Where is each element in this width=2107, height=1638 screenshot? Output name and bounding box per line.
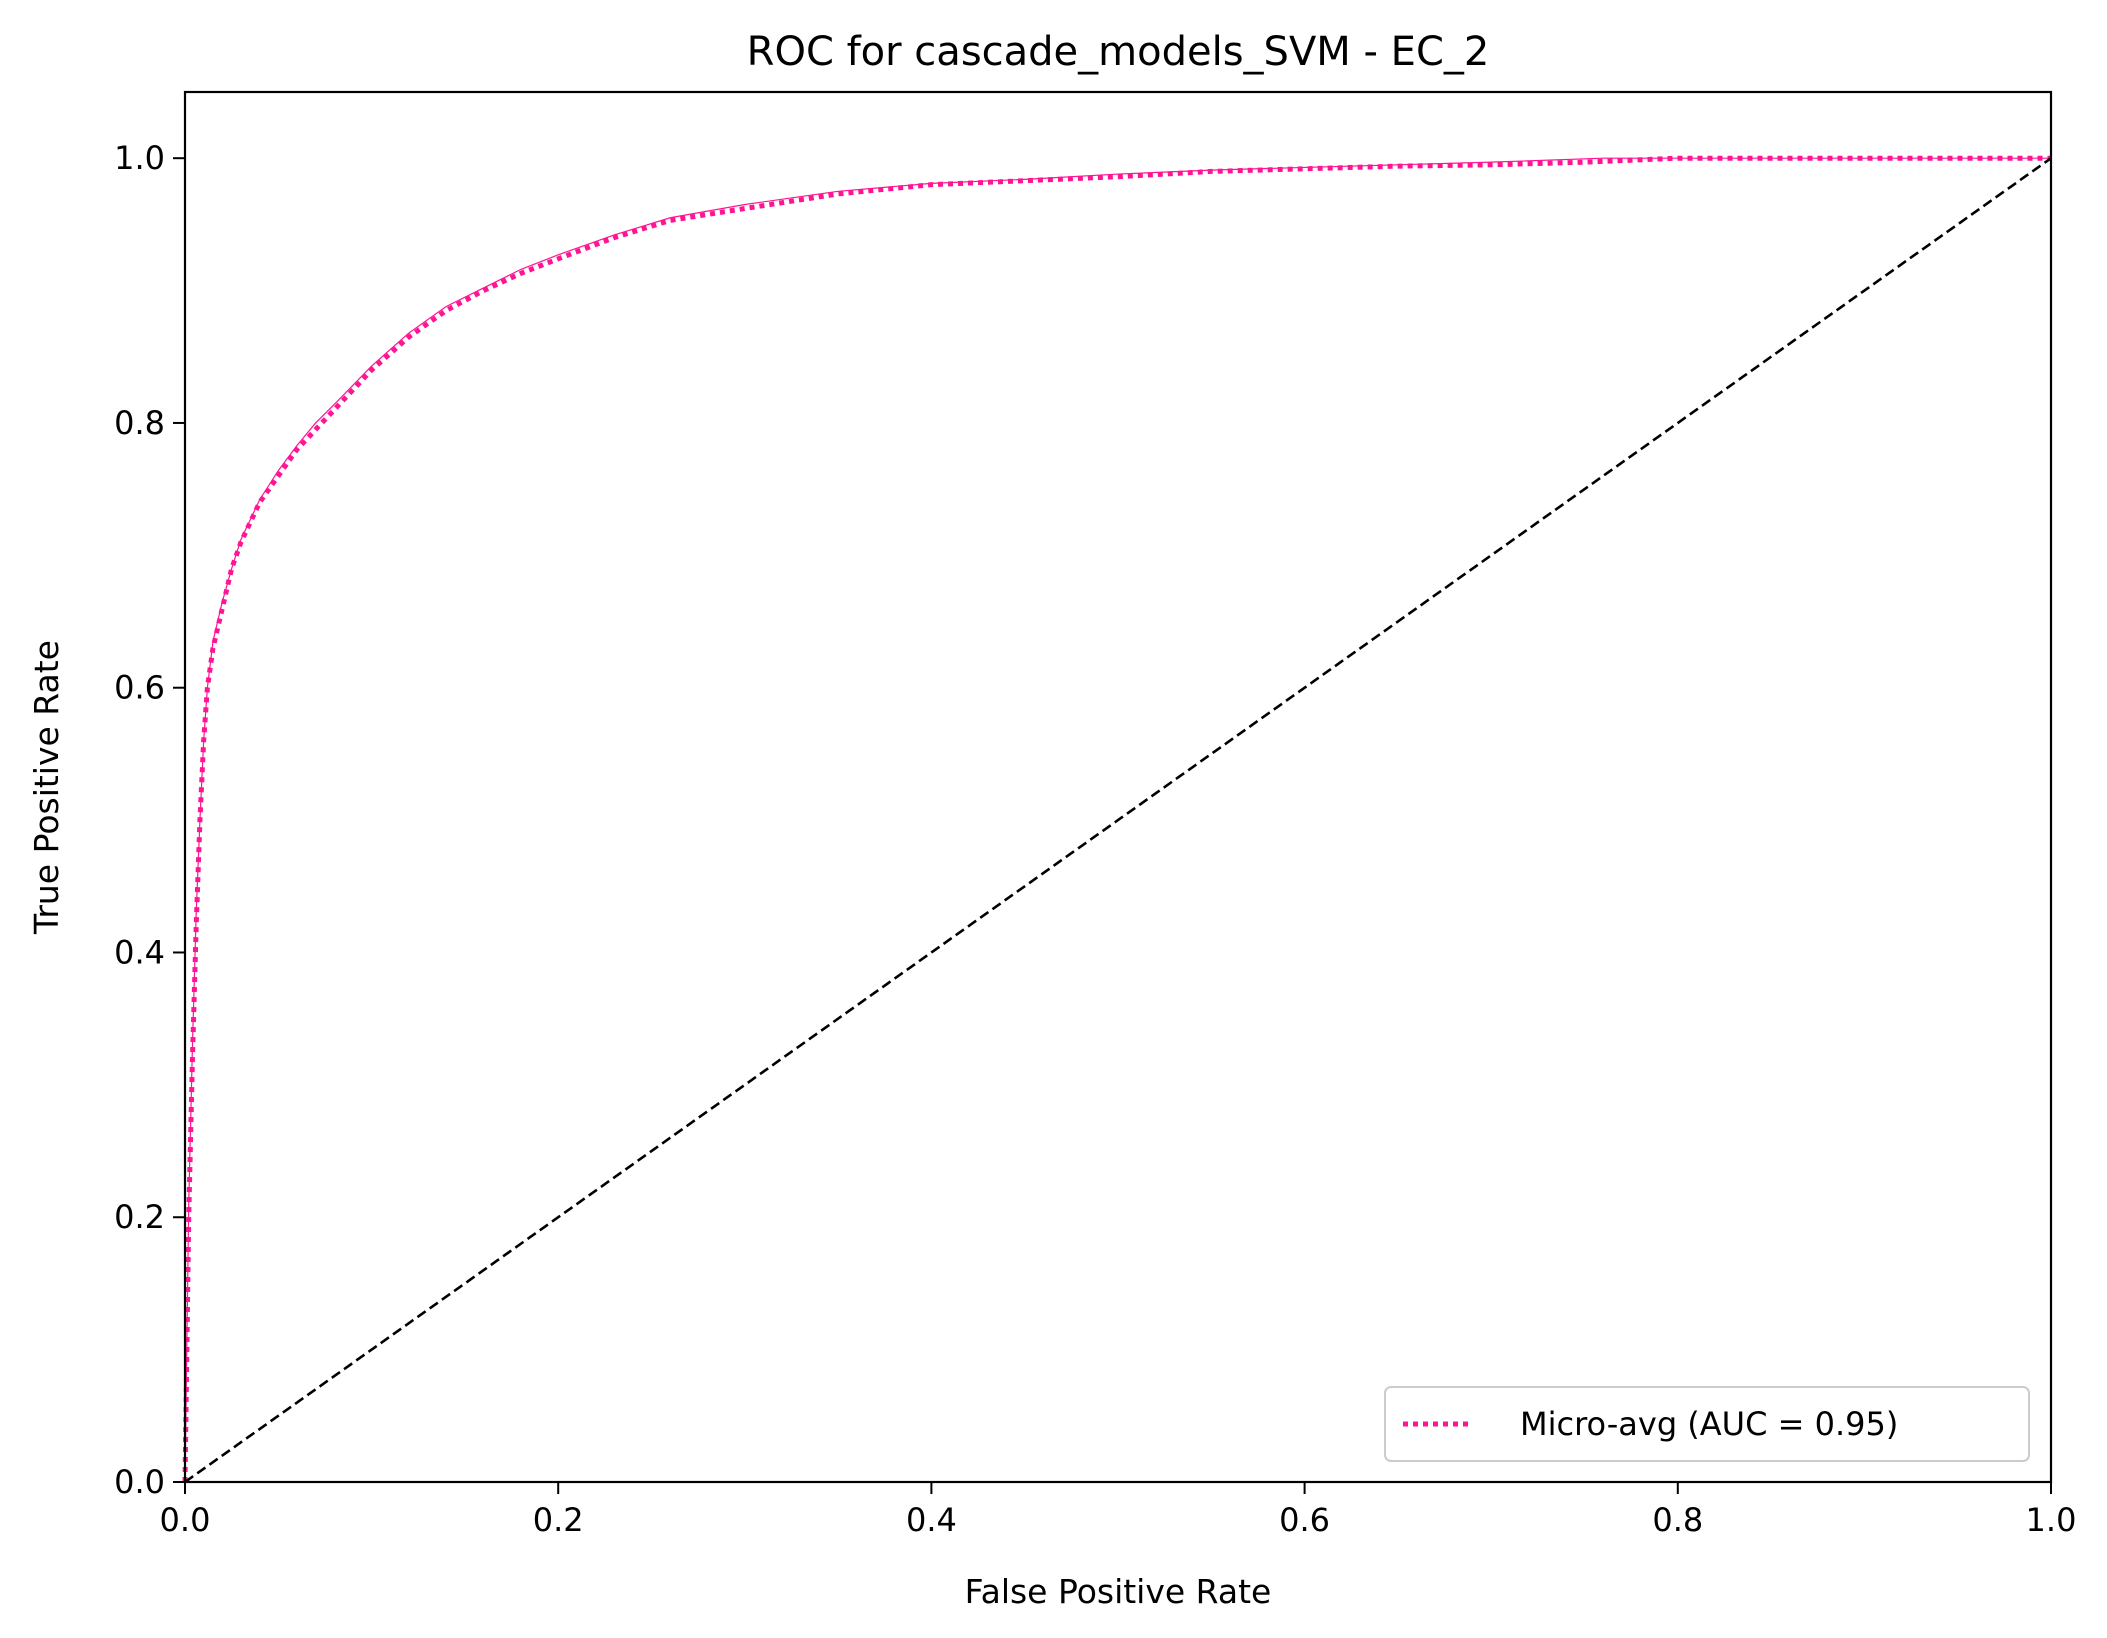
series-line-micro-avg — [182, 155, 2051, 1483]
legend: Micro-avg (AUC = 0.95) — [1384, 1386, 2030, 1462]
y-tick-label: 0.2 — [114, 1198, 165, 1236]
plot-frame — [183, 90, 2053, 1484]
y-tick-label: 0.0 — [114, 1463, 165, 1501]
x-tick-label: 0.8 — [1652, 1501, 1703, 1539]
x-tick-label: 0.2 — [533, 1501, 584, 1539]
chart-title: ROC for cascade_models_SVM - EC_2 — [747, 29, 1490, 75]
x-tick-label: 1.0 — [2026, 1501, 2077, 1539]
series-line-chance-diagonal — [184, 157, 2052, 1484]
x-tick-label: 0.4 — [906, 1501, 957, 1539]
y-tick-label: 0.8 — [114, 404, 165, 442]
y-tick-label: 0.6 — [114, 669, 165, 707]
x-tick-label: 0.0 — [160, 1501, 211, 1539]
y-axis-label: True Positive Rate — [27, 640, 66, 935]
plot-area — [182, 155, 2052, 1484]
legend-entry-micro-avg: Micro-avg (AUC = 0.95) — [1520, 1405, 1898, 1443]
x-axis: 0.0 0.2 0.4 0.6 0.8 1.0 — [160, 1482, 2077, 1539]
y-tick-label: 0.4 — [114, 933, 165, 971]
y-axis: 0.0 0.2 0.4 0.6 0.8 1.0 — [114, 139, 185, 1501]
legend-frame — [1384, 1386, 2030, 1462]
x-axis-label: False Positive Rate — [965, 1572, 1272, 1611]
x-tick-label: 0.6 — [1279, 1501, 1330, 1539]
y-tick-label: 1.0 — [114, 139, 165, 177]
